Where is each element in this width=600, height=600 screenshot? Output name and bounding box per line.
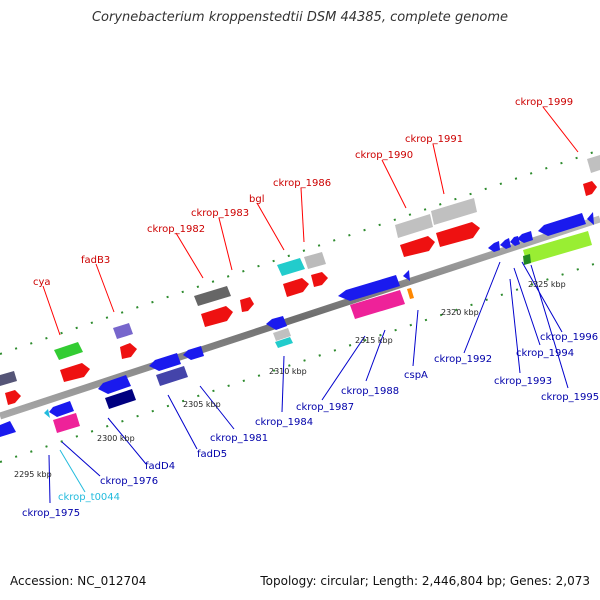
map-title: Corynebacterium kroppenstedtii DSM 44385… — [91, 10, 509, 25]
ruler-2310: 2310 kbp — [269, 367, 307, 376]
forward-callouts — [42, 106, 579, 336]
gene-ckrop-t0044 — [44, 409, 50, 418]
gene-ckrop-1987 — [338, 275, 400, 301]
label-ckrop-1994: ckrop_1994 — [516, 348, 574, 359]
label-ckrop-t0044: ckrop_t0044 — [58, 492, 120, 503]
gene-ckrop-1988 — [350, 290, 405, 319]
label-ckrop-1995: ckrop_1995 — [541, 392, 599, 403]
gene-ckrop-1990 — [395, 214, 433, 238]
ruler-2295: 2295 kbp — [14, 470, 52, 479]
label-ckrop-1999: ckrop_1999 — [515, 97, 573, 108]
label-fadD4: fadD4 — [145, 461, 175, 472]
label-ckrop-1981: ckrop_1981 — [210, 433, 268, 444]
label-ckrop-1975: ckrop_1975 — [22, 508, 80, 519]
label-ckrop-1982: ckrop_1982 — [147, 224, 205, 235]
gene-ckrop-1990r — [403, 270, 410, 281]
label-ckrop-1987: ckrop_1987 — [296, 402, 354, 413]
gene-ckrop-1995 — [517, 231, 533, 243]
gene-ckrop-1986 — [304, 252, 326, 269]
label-ckrop-1991: ckrop_1991 — [405, 134, 463, 145]
gene-ckrop-1992 — [488, 241, 500, 252]
gene-ckrop-1986b — [311, 272, 328, 287]
genome-summary: Topology: circular; Length: 2,446,804 bp… — [260, 574, 590, 588]
gene-ckrop-1990b — [400, 236, 435, 257]
ruler-2315: 2315 kbp — [355, 336, 393, 345]
label-fadB3: fadB3 — [81, 255, 110, 266]
label-cya: cya — [33, 277, 51, 288]
forward-tick-track — [0, 149, 600, 355]
label-ckrop-1992: ckrop_1992 — [434, 354, 492, 365]
gene-fadB3 — [113, 323, 133, 339]
label-ckrop-1976: ckrop_1976 — [100, 476, 158, 487]
gene-cya — [54, 342, 83, 360]
gene-fadD4b — [105, 389, 136, 409]
gene-bgl-b — [283, 278, 309, 297]
gene-fadD5b — [156, 366, 188, 386]
label-ckrop-1986: ckrop_1986 — [273, 178, 331, 189]
forward-genes — [0, 155, 600, 405]
ruler-2305: 2305 kbp — [183, 400, 221, 409]
gene-ckrop-1984b — [273, 328, 291, 341]
gene-fadD5 — [149, 353, 181, 371]
gene-ckrop-1999b — [583, 181, 597, 196]
ruler-labels: 2295 kbp 2300 kbp 2305 kbp 2310 kbp 2315… — [14, 280, 566, 479]
gene-ckrop-1984 — [266, 316, 287, 330]
gene-ckrop-1984c — [275, 337, 293, 348]
label-bgl: bgl — [249, 194, 264, 205]
accession-text: Accession: NC_012704 — [10, 574, 147, 588]
label-fadD5: fadD5 — [197, 449, 227, 460]
gene-ckrop-1976b — [53, 413, 80, 433]
gene-bgl — [277, 258, 305, 276]
gene-ckrop-a — [60, 363, 90, 382]
label-cspA: cspA — [404, 370, 428, 381]
gene-ckrop-1996c — [523, 254, 531, 265]
label-ckrop-1983: ckrop_1983 — [191, 208, 249, 219]
gene-ckrop-1975 — [0, 421, 16, 437]
reverse-callouts — [48, 261, 569, 504]
gene-right-blue — [587, 212, 594, 225]
label-ckrop-1996: ckrop_1996 — [540, 332, 598, 343]
gene-ckrop-1981 — [183, 346, 204, 360]
gene-ckrop-1982b — [201, 306, 233, 327]
gene-fadB3b — [120, 343, 137, 359]
gene-ckrop-1991b — [436, 222, 480, 247]
gene-ckrop-1999 — [587, 155, 600, 173]
label-ckrop-1984: ckrop_1984 — [255, 417, 313, 428]
gene-cspA — [407, 288, 414, 299]
reverse-genes — [0, 212, 594, 437]
ruler-2325: 2325 kbp — [528, 280, 566, 289]
trna-callout — [59, 449, 86, 493]
gene-fadD4 — [98, 375, 131, 394]
gene-ckrop-1991 — [431, 198, 477, 225]
label-ckrop-1988: ckrop_1988 — [341, 386, 399, 397]
label-ckrop-1990: ckrop_1990 — [355, 150, 413, 161]
reverse-labels: ckrop_1975 ckrop_t0044 ckrop_1976 fadD4 … — [22, 332, 599, 519]
gene-ckrop-1976 — [49, 401, 74, 417]
forward-labels: cya fadB3 ckrop_1982 ckrop_1983 bgl ckro… — [33, 97, 573, 288]
ruler-2320: 2320 kbp — [441, 308, 479, 317]
gene-ckrop-1982 — [194, 286, 231, 306]
ruler-2300: 2300 kbp — [97, 434, 135, 443]
gene-left-grey — [0, 371, 17, 386]
genome-backbone — [0, 215, 600, 420]
gene-ckrop-1996b — [523, 231, 592, 264]
gene-ckrop-1983 — [240, 297, 254, 312]
gene-left-red — [5, 390, 21, 405]
gene-ckrop-1996 — [538, 213, 586, 236]
gene-ckrop-1993 — [500, 238, 511, 249]
label-ckrop-1993: ckrop_1993 — [494, 376, 552, 387]
